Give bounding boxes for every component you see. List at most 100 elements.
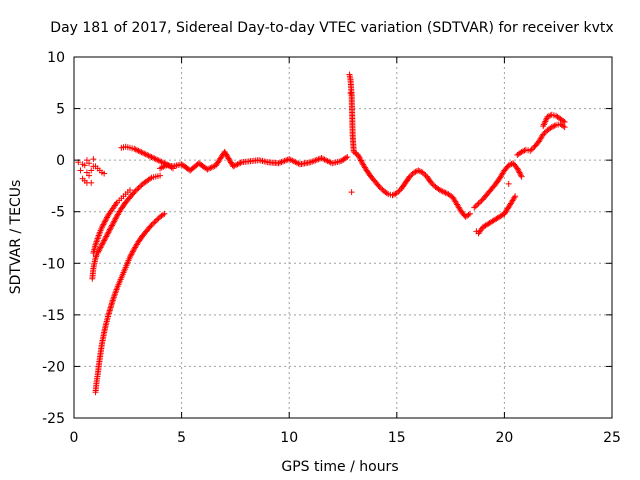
data-point	[378, 185, 385, 192]
data-point	[204, 166, 211, 173]
data-point	[134, 147, 141, 154]
data-point	[139, 149, 146, 156]
grid-lines	[74, 57, 612, 418]
data-point	[421, 170, 428, 177]
data-point	[129, 248, 136, 255]
data-point	[540, 131, 547, 138]
data-point	[505, 180, 512, 187]
data-point	[157, 158, 164, 165]
data-point	[383, 190, 390, 197]
data-point	[145, 152, 152, 159]
data-point	[151, 155, 158, 162]
data-point	[207, 165, 214, 172]
data-point	[134, 186, 141, 193]
data-point	[132, 146, 139, 153]
data-point	[411, 169, 418, 176]
data-point	[152, 156, 159, 163]
data-point	[102, 234, 109, 241]
data-point	[415, 167, 422, 174]
data-point	[441, 189, 448, 196]
data-point	[158, 158, 165, 165]
data-point	[109, 222, 116, 229]
data-point	[100, 221, 107, 228]
data-point	[560, 123, 567, 130]
data-point	[530, 145, 537, 152]
data-point	[104, 230, 111, 237]
data-point	[142, 151, 149, 158]
data-point	[95, 248, 102, 255]
data-point	[408, 172, 415, 179]
data-point	[560, 117, 567, 124]
y-tick-label: -15	[42, 308, 65, 324]
data-point	[439, 188, 446, 195]
data-point	[109, 221, 116, 228]
data-point	[88, 167, 95, 174]
data-point	[99, 222, 106, 229]
data-point	[102, 217, 109, 224]
data-point	[393, 190, 400, 197]
data-point	[79, 161, 86, 168]
data-point	[355, 153, 362, 160]
data-point	[152, 217, 159, 224]
data-point	[344, 154, 351, 161]
data-point	[94, 249, 101, 256]
data-point	[148, 154, 155, 161]
data-point	[136, 148, 143, 155]
data-point	[131, 189, 138, 196]
y-tick-label: -20	[42, 359, 65, 375]
data-point	[97, 244, 104, 251]
data-point	[148, 222, 155, 229]
data-point	[235, 160, 242, 167]
axis-ticks: 0 5 10 15 20 25 -25 -20 -15 -10 -5 0 5 10	[42, 50, 621, 446]
data-point	[101, 218, 108, 225]
data-point	[106, 226, 113, 233]
data-point	[132, 187, 139, 194]
data-point	[561, 124, 568, 131]
data-point	[126, 254, 133, 261]
data-point	[155, 157, 162, 164]
data-point	[151, 219, 158, 226]
data-point	[518, 148, 525, 155]
data-point	[442, 189, 449, 196]
data-point	[138, 149, 145, 156]
data-point	[99, 240, 106, 247]
x-tick-label: 0	[70, 430, 79, 446]
data-point	[103, 232, 110, 239]
data-point	[357, 156, 364, 163]
y-tick-label: 5	[56, 102, 65, 118]
data-point	[528, 146, 535, 153]
data-point	[77, 167, 84, 174]
data-point	[147, 223, 154, 230]
data-point	[96, 247, 103, 254]
data-point	[375, 182, 382, 189]
data-point	[544, 113, 551, 120]
y-tick-label: 0	[56, 153, 65, 169]
x-tick-label: 10	[280, 430, 298, 446]
data-point	[86, 172, 93, 179]
data-point	[101, 220, 108, 227]
y-tick-label: 10	[47, 50, 65, 66]
data-point	[149, 220, 156, 227]
data-point	[428, 179, 435, 186]
data-point	[147, 175, 154, 182]
data-point	[98, 224, 105, 231]
data-point	[231, 162, 238, 169]
data-point	[159, 211, 166, 218]
data-point	[356, 154, 363, 161]
data-point	[475, 200, 482, 207]
data-point	[103, 215, 110, 222]
data-point	[103, 214, 110, 221]
data-point	[129, 249, 136, 256]
data-point	[512, 193, 519, 200]
data-point	[550, 123, 557, 130]
data-point	[516, 169, 523, 176]
x-tick-label: 5	[177, 430, 186, 446]
data-point	[105, 229, 112, 236]
data-point	[144, 151, 151, 158]
data-point	[96, 245, 103, 252]
data-point	[233, 161, 240, 168]
data-point	[541, 129, 548, 136]
data-point	[90, 156, 97, 163]
data-point	[466, 210, 473, 217]
